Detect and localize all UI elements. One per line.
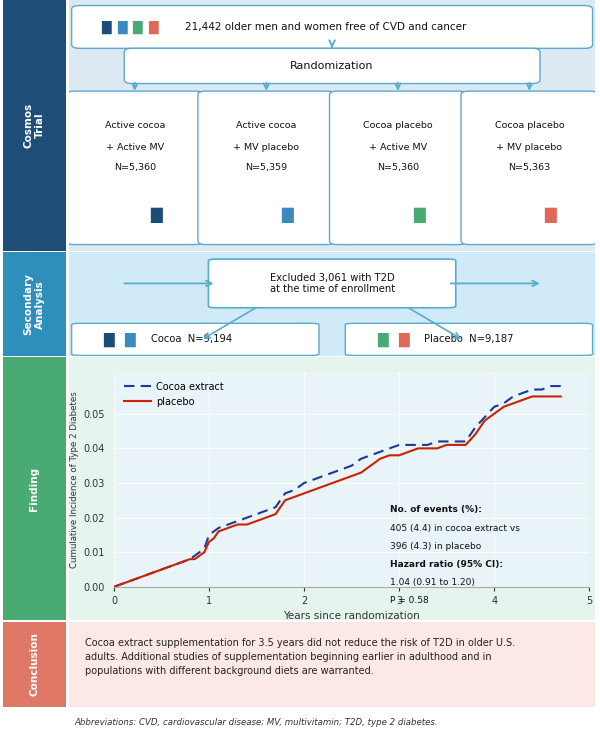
Cocoa extract <box>253 510 260 519</box>
FancyBboxPatch shape <box>198 91 335 244</box>
placebo <box>110 582 118 591</box>
Text: █: █ <box>103 332 114 346</box>
Text: + MV placebo: + MV placebo <box>496 144 562 152</box>
placebo <box>367 461 374 470</box>
Text: + MV placebo: + MV placebo <box>233 144 299 152</box>
Text: Cocoa placebo: Cocoa placebo <box>363 121 433 130</box>
Text: 405 (4.4) in cocoa extract vs: 405 (4.4) in cocoa extract vs <box>389 523 520 533</box>
Text: + Active MV: + Active MV <box>106 144 164 152</box>
placebo <box>253 517 260 525</box>
Text: + Active MV: + Active MV <box>369 144 427 152</box>
X-axis label: Years since randomization: Years since randomization <box>283 611 420 622</box>
Text: N=5,359: N=5,359 <box>245 164 287 172</box>
Text: 21,442 older men and women free of CVD and cancer: 21,442 older men and women free of CVD a… <box>185 22 466 32</box>
Text: P = 0.58: P = 0.58 <box>389 596 428 605</box>
FancyBboxPatch shape <box>67 91 203 244</box>
FancyBboxPatch shape <box>345 323 593 355</box>
Legend: Cocoa extract, placebo: Cocoa extract, placebo <box>119 377 229 411</box>
Text: N=5,360: N=5,360 <box>377 164 419 172</box>
Text: █: █ <box>117 20 127 33</box>
Text: Randomization: Randomization <box>290 61 374 71</box>
placebo <box>519 395 526 404</box>
Text: █: █ <box>101 20 110 33</box>
Text: █: █ <box>133 20 142 33</box>
placebo <box>557 392 564 401</box>
Text: Secondary
Analysis: Secondary Analysis <box>23 273 46 335</box>
Text: 1.04 (0.91 to 1.20): 1.04 (0.91 to 1.20) <box>389 578 475 588</box>
Cocoa extract <box>301 479 308 488</box>
Text: Cosmos
Trial: Cosmos Trial <box>23 102 46 148</box>
FancyBboxPatch shape <box>208 259 456 308</box>
placebo <box>529 392 536 401</box>
Line: placebo: placebo <box>114 397 560 587</box>
Text: Cocoa placebo: Cocoa placebo <box>494 121 564 130</box>
Text: Conclusion: Conclusion <box>29 632 40 696</box>
Y-axis label: Cumulative Incidence of Type 2 Diabetes: Cumulative Incidence of Type 2 Diabetes <box>70 391 79 568</box>
Text: █: █ <box>124 332 135 346</box>
FancyBboxPatch shape <box>329 91 466 244</box>
Text: █: █ <box>150 208 161 223</box>
Cocoa extract <box>110 582 118 591</box>
Text: No. of events (%):: No. of events (%): <box>389 505 481 514</box>
Cocoa extract <box>519 388 526 397</box>
FancyBboxPatch shape <box>461 91 598 244</box>
placebo <box>386 451 393 460</box>
Cocoa extract <box>386 444 393 453</box>
Cocoa extract <box>148 568 155 577</box>
Text: █: █ <box>148 20 158 33</box>
Text: Hazard ratio (95% CI):: Hazard ratio (95% CI): <box>389 560 503 569</box>
FancyBboxPatch shape <box>71 5 593 48</box>
Cocoa extract <box>557 382 564 391</box>
Text: Cocoa  N=9,194: Cocoa N=9,194 <box>151 334 232 344</box>
FancyBboxPatch shape <box>124 48 540 84</box>
Text: █: █ <box>281 208 293 223</box>
Text: Placebo  N=9,187: Placebo N=9,187 <box>424 334 514 344</box>
Text: Finding: Finding <box>29 467 40 511</box>
Text: █: █ <box>413 208 425 223</box>
Line: Cocoa extract: Cocoa extract <box>114 386 560 587</box>
Text: N=5,360: N=5,360 <box>114 164 156 172</box>
Text: Cocoa extract supplementation for 3.5 years did not reduce the risk of T2D in ol: Cocoa extract supplementation for 3.5 ye… <box>85 639 515 676</box>
Text: Active cocoa: Active cocoa <box>236 121 296 130</box>
Text: █: █ <box>377 332 388 346</box>
Text: █: █ <box>545 208 556 223</box>
Cocoa extract <box>367 451 374 460</box>
Text: Excluded 3,061 with T2D
at the time of enrollment: Excluded 3,061 with T2D at the time of e… <box>269 272 395 295</box>
Text: █: █ <box>398 332 409 346</box>
placebo <box>148 568 155 577</box>
placebo <box>301 489 308 498</box>
Text: N=5,363: N=5,363 <box>508 164 551 172</box>
Text: 396 (4.3) in placebo: 396 (4.3) in placebo <box>389 542 481 551</box>
Text: Active cocoa: Active cocoa <box>104 121 165 130</box>
Cocoa extract <box>548 382 555 391</box>
Text: Abbreviations: CVD, cardiovascular disease; MV, multivitamin; T2D, type 2 diabet: Abbreviations: CVD, cardiovascular disea… <box>74 718 438 727</box>
FancyBboxPatch shape <box>71 323 319 355</box>
